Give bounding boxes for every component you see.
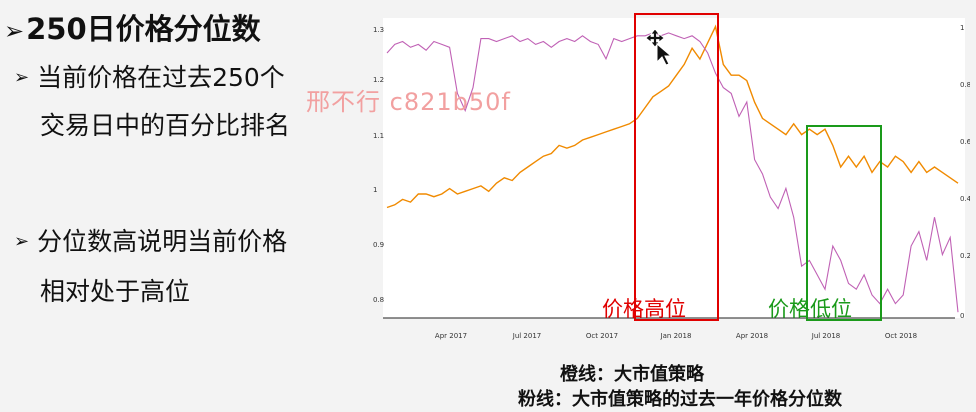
high-price-box (634, 13, 719, 321)
y-left-tick-label: 1.1 (373, 132, 384, 140)
y-right-tick-label: 1 (960, 24, 964, 32)
pink-percentile-line (386, 32, 959, 313)
pink-line-caption: 粉线：大市值策略的过去一年价格分位数 (518, 389, 842, 410)
x-tick-label: Apr 2018 (736, 332, 768, 340)
bullet-2-line-2: 相对处于高位 (40, 277, 191, 306)
y-left-tick-label: 1 (373, 186, 377, 194)
y-left-tick-label: 0.8 (373, 296, 384, 304)
slide-title: ➢250日价格分位数 (4, 12, 261, 46)
slide-text-panel: ➢250日价格分位数 ➢ 当前价格在过去250个 交易日中的百分比排名 ➢ 分位数高… (0, 0, 360, 412)
y-right-tick-label: 0.6 (960, 138, 970, 146)
arrow-bullet-icon: ➢ (14, 231, 30, 252)
y-right-tick-label: 0.8 (960, 81, 970, 89)
orange-line-caption: 橙线：大市值策略 (560, 364, 704, 385)
bullet-2-line-1: ➢ 分位数高说明当前价格 (14, 227, 288, 256)
y-left-tick-label: 0.9 (373, 241, 384, 249)
move-cursor-icon (645, 28, 673, 66)
y-right-tick-labels: 1 0.8 0.6 0.4 0.2 0 (960, 24, 970, 320)
x-tick-label: Oct 2018 (885, 332, 917, 340)
y-right-tick-label: 0.4 (960, 195, 970, 203)
annotation-low-label: 价格低位 (768, 297, 852, 321)
x-tick-label: Apr 2017 (435, 332, 467, 340)
annotation-high-label: 价格高位 (602, 297, 686, 321)
arrow-bullet-icon: ➢ (4, 17, 25, 45)
chart-plot-area (383, 18, 965, 318)
x-tick-label: Jul 2018 (811, 332, 841, 340)
x-tick-label: Jul 2017 (512, 332, 542, 340)
series-lines (386, 24, 959, 313)
x-tick-labels: Apr 2017 Jul 2017 Oct 2017 Jan 2018 Apr 2018… (435, 332, 917, 340)
y-left-tick-label: 1.3 (373, 26, 384, 34)
x-tick-label: Oct 2017 (586, 332, 618, 340)
orange-strategy-line (386, 24, 959, 209)
low-price-box (806, 125, 882, 321)
percentile-line-chart: Apr 2017 Jul 2017 Oct 2017 Jan 2018 Apr 2018… (373, 13, 970, 340)
y-right-tick-label: 0 (960, 312, 964, 320)
bullet-1-line-1: ➢ 当前价格在过去250个 (14, 63, 285, 92)
bullet-1-line-2: 交易日中的百分比排名 (40, 111, 291, 140)
x-tick-label: Jan 2018 (660, 332, 692, 340)
y-left-tick-label: 1.2 (373, 76, 384, 84)
watermark-text: 邢不行 c821b50f (306, 88, 511, 116)
y-right-tick-label: 0.2 (960, 252, 970, 260)
arrow-bullet-icon: ➢ (14, 67, 30, 88)
y-left-tick-labels: 1.3 1.2 1.1 1 0.9 0.8 (373, 26, 384, 304)
